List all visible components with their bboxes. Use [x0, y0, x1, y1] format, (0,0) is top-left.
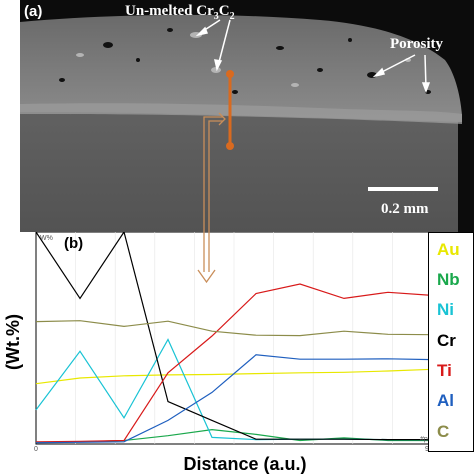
unmelted-annotation: Un-melted Cr3C2: [125, 3, 235, 22]
coating-layer: [20, 14, 462, 122]
linescan-marker: [226, 70, 234, 150]
x-tick-start: 0: [34, 446, 38, 453]
panel-a-label: (a): [24, 3, 42, 20]
legend-item-c: C: [437, 422, 450, 441]
porosity-annotation: Porosity: [390, 36, 444, 52]
interface-band: [20, 103, 462, 124]
micrograph-panel-a: (a) Un-melted Cr3C2 Porosity 0.2 mm: [20, 0, 474, 232]
legend-item-au: Au: [437, 240, 460, 259]
substrate-region: [20, 112, 458, 232]
scale-bar-label: 0.2 mm: [381, 201, 429, 217]
plot-gridlines: [75, 232, 393, 444]
corner-pt-label: #pt: [420, 436, 430, 443]
series-line-al: [35, 354, 433, 444]
unmelted-pointer-arrows: [195, 19, 231, 72]
corner-wt-label: W%: [40, 235, 53, 242]
panel-b-label: (b): [64, 235, 83, 252]
x-axis-label: Distance (a.u.): [183, 454, 306, 474]
legend: Au Nb Ni Cr Ti Al C: [428, 232, 474, 452]
series-line-cr: [35, 232, 432, 441]
porosity-pointer-arrows: [372, 54, 431, 94]
porosity-voids: [59, 28, 431, 94]
legend-item-ni: Ni: [437, 300, 454, 319]
series-lines: [35, 232, 433, 444]
series-line-c: [35, 320, 433, 337]
series-line-ti: [35, 283, 433, 443]
y-axis-label: (Wt.%): [3, 314, 23, 370]
legend-item-cr: Cr: [437, 331, 456, 350]
linescan-chart-panel-b: (b) W% #pt 0 90 (Wt.%) Distance (a.u.): [3, 232, 433, 474]
legend-item-ti: Ti: [437, 361, 452, 380]
linescan-connector-arrow: [203, 112, 226, 232]
scale-bar: [368, 187, 438, 191]
legend-item-nb: Nb: [437, 270, 460, 289]
connector-arrow-tail: [197, 232, 216, 284]
legend-item-al: Al: [437, 391, 454, 410]
